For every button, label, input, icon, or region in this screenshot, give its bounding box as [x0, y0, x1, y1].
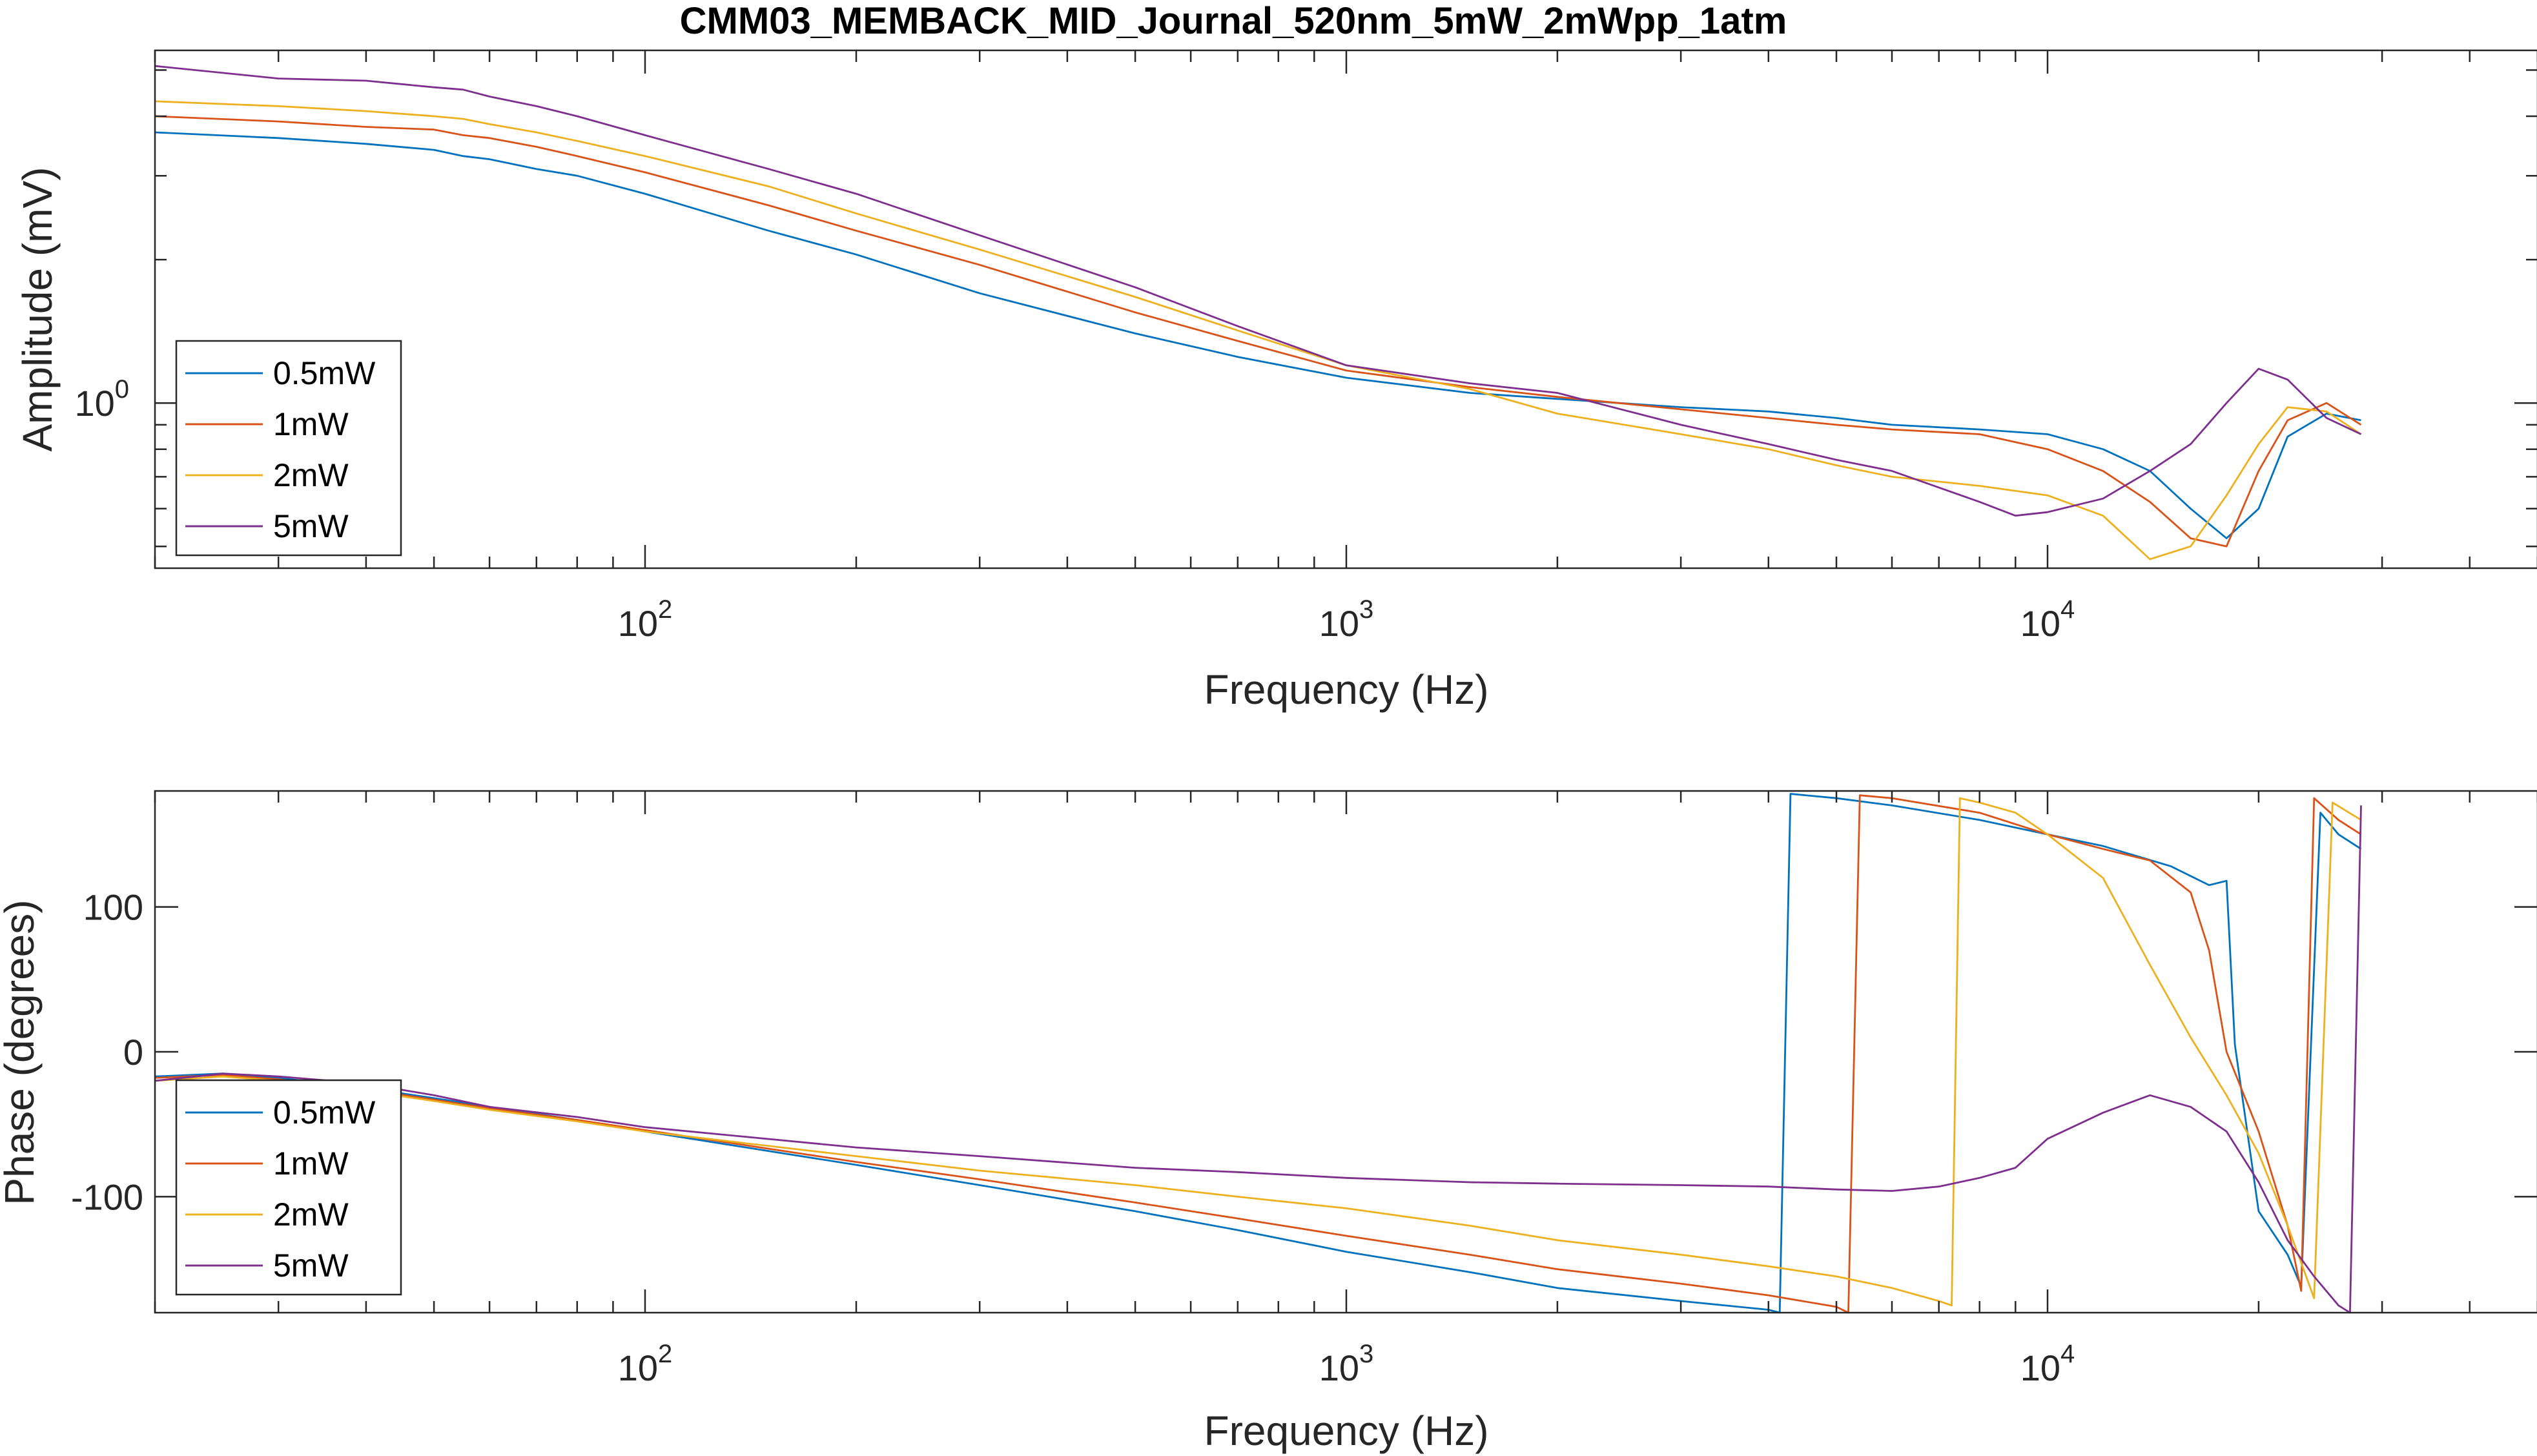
series-line-1mW — [154, 794, 2362, 1314]
amplitude-minor-ticks — [154, 50, 2537, 568]
legend-entry: 1mW — [273, 406, 349, 442]
series-line-2mW — [154, 100, 2362, 560]
phase-y-ticks: 100 0 -100 — [71, 887, 2537, 1217]
x-tick-label: 104 — [2020, 1340, 2075, 1388]
amplitude-plot: 102 103 104 100 Frequency (Hz) Amplitude (… — [14, 49, 2537, 713]
phase-series — [154, 793, 2362, 1314]
amplitude-y-ticks: 100 — [74, 375, 2537, 424]
legend-entry: 2mW — [273, 457, 349, 493]
legend-entry: 1mW — [273, 1145, 349, 1182]
legend-entry: 0.5mW — [273, 355, 376, 391]
series-line-1mW — [154, 115, 2362, 548]
phase-y-axis-label: Phase (degrees) — [0, 899, 43, 1205]
legend-entry: 0.5mW — [273, 1094, 376, 1131]
legend-box — [175, 340, 402, 557]
phase-plot: 102 103 104 100 0 -100 Frequency (Hz) Phase … — [0, 790, 2537, 1454]
legend-entry: 5mW — [273, 508, 349, 544]
series-line-5mW — [154, 65, 2362, 517]
amplitude-legend: 0.5mW 1mW 2mW 5mW — [175, 340, 402, 557]
series-line-5mW — [154, 805, 2362, 1314]
amplitude-series — [154, 65, 2362, 560]
x-tick-label: 103 — [1319, 595, 1374, 644]
legend-box — [175, 1079, 402, 1296]
series-line-0.5mW — [154, 131, 2361, 540]
phase-minor-ticks — [154, 791, 2537, 1313]
x-tick-label: 103 — [1319, 1340, 1374, 1388]
y-tick-label: 100 — [83, 887, 143, 928]
series-line-2mW — [154, 797, 2362, 1307]
y-tick-label: -100 — [71, 1176, 143, 1217]
phase-x-axis-label: Frequency (Hz) — [1204, 1408, 1489, 1454]
y-tick-label: 100 — [74, 375, 129, 424]
x-tick-label: 104 — [2020, 595, 2075, 644]
phase-x-ticks: 102 103 104 — [618, 791, 2075, 1388]
x-tick-label: 102 — [618, 595, 673, 644]
legend-entry: 2mW — [273, 1196, 349, 1233]
y-tick-label: 0 — [123, 1032, 143, 1072]
amplitude-x-ticks: 102 103 104 — [618, 50, 2075, 644]
amplitude-y-axis-label: Amplitude (mV) — [14, 167, 61, 452]
legend-entry: 5mW — [273, 1247, 349, 1284]
phase-legend: 0.5mW 1mW 2mW 5mW — [175, 1079, 402, 1296]
chart-title: CMM03_MEMBACK_MID_Journal_520nm_5mW_2mWp… — [680, 0, 1787, 42]
x-tick-label: 102 — [618, 1340, 673, 1388]
amplitude-x-axis-label: Frequency (Hz) — [1204, 666, 1489, 713]
